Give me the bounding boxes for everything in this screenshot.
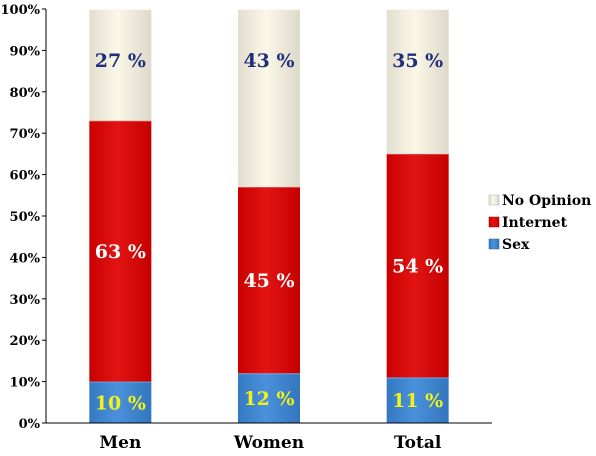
bar-segment-no-opinion bbox=[238, 9, 300, 188]
legend-label: Internet bbox=[502, 215, 568, 231]
bar-segment-internet bbox=[386, 153, 449, 378]
bar-segment-sex bbox=[89, 381, 152, 423]
data-label-no-opinion: 43 % bbox=[243, 50, 294, 72]
legend-label: Sex bbox=[502, 237, 530, 253]
y-tick-label: 100% bbox=[1, 3, 41, 18]
data-label-internet: 45 % bbox=[243, 270, 294, 292]
x-category-label: Women bbox=[233, 433, 304, 452]
bar-segment-sex bbox=[238, 373, 300, 423]
data-label-sex: 10 % bbox=[95, 392, 146, 414]
x-category-label: Total bbox=[394, 433, 442, 452]
y-tick-label: 80% bbox=[10, 86, 41, 101]
legend-swatch-sex bbox=[488, 238, 500, 250]
bars: 10 % 63 % 27 % 12 % 45 % 43 % 11 % 54 % 35 % bbox=[89, 9, 449, 423]
data-label-internet: 54 % bbox=[392, 256, 443, 278]
y-axis: 0% 10% 20% 30% 40% 50% 60% 70% 80% 90% 100% bbox=[1, 3, 47, 432]
y-tick-label: 60% bbox=[10, 169, 41, 184]
data-label-sex: 11 % bbox=[392, 390, 443, 412]
legend: No Opinion Internet Sex bbox=[488, 193, 591, 253]
bar-segment-sex bbox=[386, 377, 449, 423]
legend-label: No Opinion bbox=[502, 193, 591, 209]
y-tick-label: 70% bbox=[10, 127, 41, 142]
data-label-sex: 12 % bbox=[243, 388, 294, 410]
y-tick-label: 30% bbox=[10, 293, 41, 308]
y-tick-label: 40% bbox=[10, 251, 41, 266]
bar-segment-no-opinion bbox=[386, 9, 449, 154]
x-axis: Men Women Total bbox=[46, 422, 492, 453]
data-label-internet: 63 % bbox=[95, 241, 146, 263]
y-tick-label: 90% bbox=[10, 44, 41, 59]
legend-swatch-no-opinion bbox=[488, 194, 500, 206]
data-label-no-opinion: 27 % bbox=[95, 50, 146, 72]
bar-segment-internet bbox=[238, 187, 300, 374]
y-tick-label: 20% bbox=[10, 334, 41, 349]
bar-segment-no-opinion bbox=[89, 9, 152, 121]
x-category-label: Men bbox=[99, 433, 141, 452]
bar-segment-internet bbox=[89, 120, 152, 382]
legend-swatch-internet bbox=[488, 216, 500, 228]
y-tick-label: 0% bbox=[19, 417, 41, 432]
y-tick-label: 10% bbox=[10, 376, 41, 391]
data-label-no-opinion: 35 % bbox=[392, 50, 443, 72]
y-tick-label: 50% bbox=[10, 210, 41, 225]
